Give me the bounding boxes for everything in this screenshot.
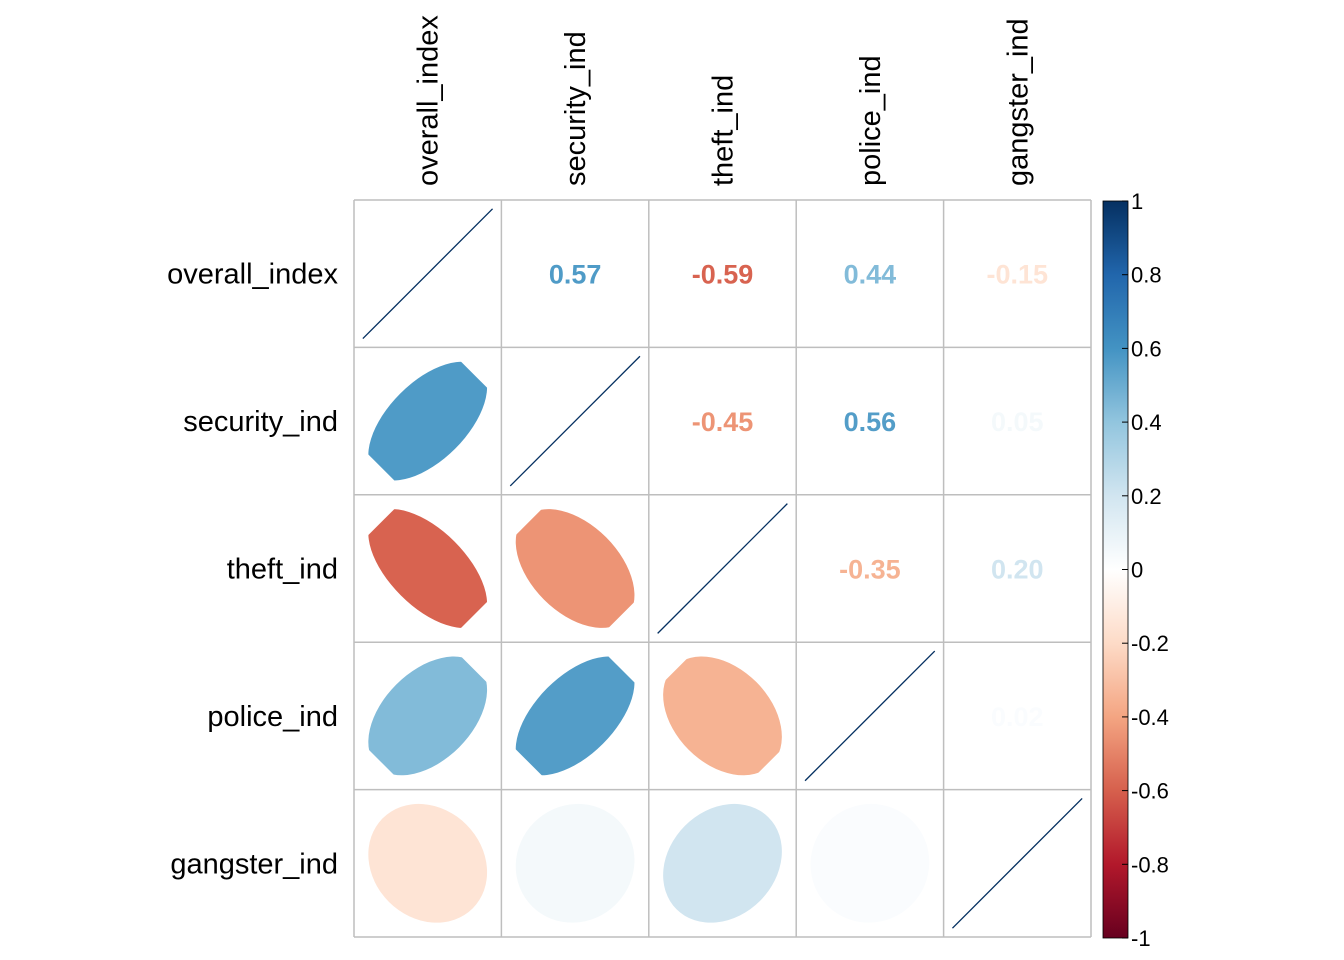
column-label: gangster_ind [1002, 18, 1034, 186]
colorbar-tick-label: 0.8 [1131, 263, 1162, 288]
correlation-ellipse [368, 803, 488, 923]
row-label: security_ind [183, 406, 338, 438]
correlation-ellipse [515, 509, 635, 628]
correlation-ellipse [515, 803, 635, 923]
column-label: overall_index [413, 15, 445, 186]
column-label: theft_ind [708, 75, 740, 186]
correlation-value: 0.20 [991, 555, 1044, 585]
correlation-value: -0.45 [692, 407, 754, 437]
correlation-ellipse [515, 656, 635, 776]
diagonal-line [657, 503, 788, 634]
correlation-value: 0.02 [991, 702, 1044, 732]
matrix-cells: 0.57 -0.59 0.44 -0.15 -0.45 0.56 0.05 -0.35 0.20… [362, 208, 1083, 929]
correlation-value: 0.44 [844, 260, 897, 290]
diagonal-line [951, 797, 1083, 929]
colorbar-tick-label: -1 [1131, 926, 1151, 951]
correlation-value: -0.35 [839, 555, 901, 585]
row-labels: overall_index security_ind theft_indpolice… [167, 259, 338, 881]
correlation-ellipse [368, 656, 488, 776]
row-label: police_ind [207, 701, 338, 733]
correlation-ellipse [663, 656, 782, 776]
colorbar-tick-label: 0 [1131, 558, 1143, 583]
correlation-ellipse [810, 803, 930, 923]
colorbar-tick-label: 0.4 [1131, 410, 1162, 435]
colorbar-tick-label: -0.8 [1131, 852, 1169, 877]
column-labels: overall_index security_ind theft_ind police… [413, 15, 1035, 186]
diagonal-line [804, 650, 936, 782]
column-label: security_ind [560, 31, 592, 186]
column-label: police_ind [855, 55, 887, 186]
correlation-ellipse [368, 509, 488, 628]
correlation-value: 0.56 [844, 407, 897, 437]
matrix-grid [353, 199, 1092, 938]
colorbar-tick-label: 0.2 [1131, 484, 1162, 509]
correlation-value: 0.57 [549, 260, 602, 290]
row-label: gangster_ind [170, 848, 338, 880]
colorbar-tick-label: 1 [1131, 189, 1143, 214]
colorbar-tick-label: -0.4 [1131, 705, 1169, 730]
colorbar-tick-label: -0.6 [1131, 779, 1169, 804]
colorbar: 1 0.8 0.6 0.4 0.2 0 -0.2 -0.4 -0.6 -0.8 -1 [1102, 189, 1169, 951]
diagonal-line [509, 355, 641, 487]
correlation-value: -0.59 [692, 260, 754, 290]
correlation-value: -0.15 [987, 260, 1049, 290]
row-label: overall_index [167, 259, 338, 291]
colorbar-tick-label: -0.2 [1131, 631, 1169, 656]
correlation-ellipse [368, 361, 488, 481]
correlation-ellipse [663, 803, 782, 923]
colorbar-tick-label: 0.6 [1131, 336, 1162, 361]
correlation-value: 0.05 [991, 407, 1044, 437]
diagonal-line [362, 208, 494, 340]
row-label: theft_ind [227, 554, 338, 586]
